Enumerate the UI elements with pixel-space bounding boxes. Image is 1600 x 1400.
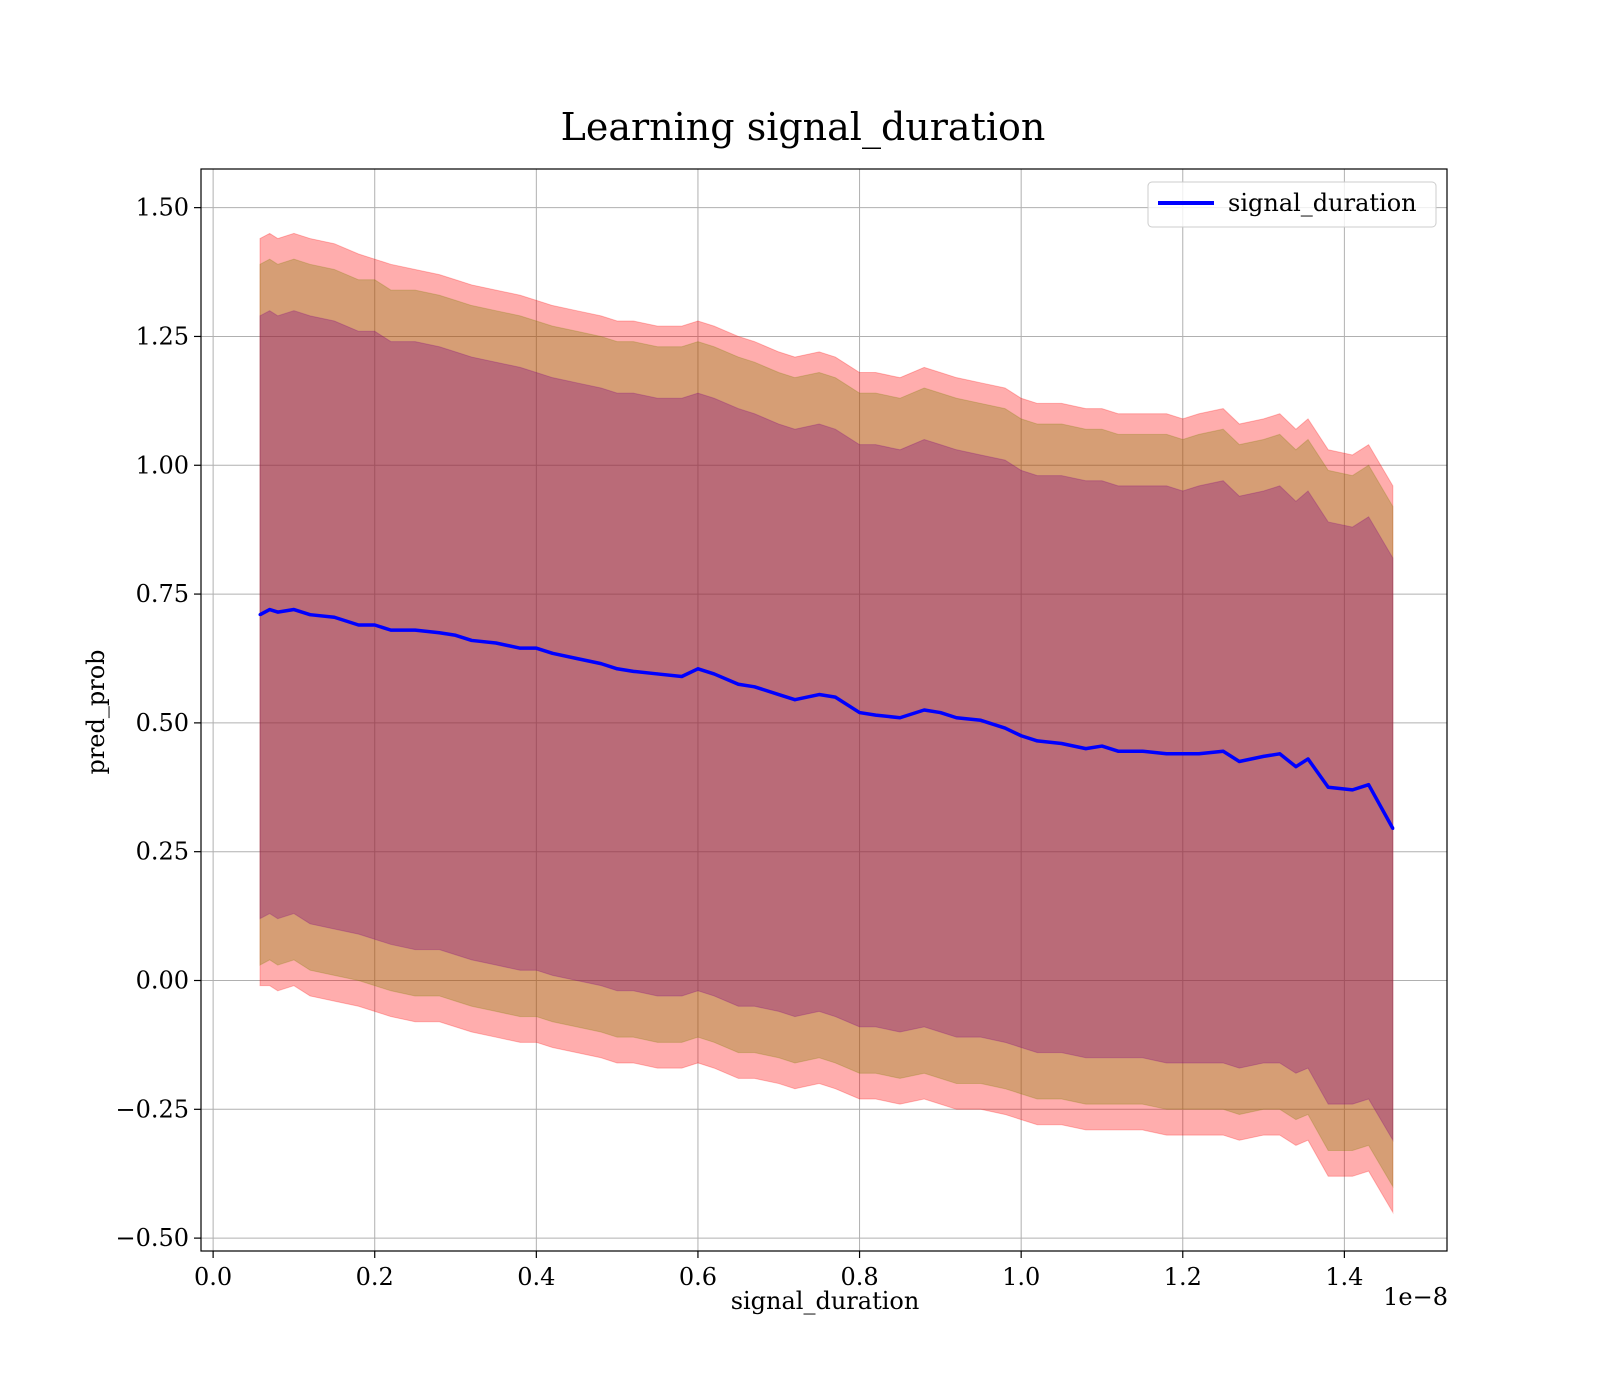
y-tick-label: −0.50 [115,1224,189,1252]
data-point [817,693,821,697]
data-point [1306,757,1310,761]
data-point [696,667,700,671]
data-point [979,718,983,722]
data-point [357,623,361,627]
data-point [1262,754,1266,758]
axes-frame [200,168,1448,1252]
data-point [258,613,262,617]
data-point [1181,752,1185,756]
data-point [1350,788,1354,792]
data-point [1060,741,1064,745]
y-tick-label: 0.00 [136,967,189,995]
data-point [308,613,312,617]
y-tick-label: −0.25 [115,1095,189,1123]
data-point [1019,734,1023,738]
axis-ticks: 0.0 0.2 0.4 0.6 0.8 1.0 1.2 1.4 −0.50 −0.25 0.00 0.… [115,194,1363,1291]
data-point [777,693,781,697]
data-point [1367,783,1371,787]
x-tick-label: 1.0 [1002,1263,1040,1291]
data-point [1326,785,1330,789]
confidence-band-1 [259,258,1394,1189]
x-tick-label: 0.6 [679,1263,717,1291]
data-point [268,608,272,612]
data-point [922,708,926,712]
x-tick-label: 1.2 [1164,1263,1202,1291]
y-tick-label: 0.50 [136,709,189,737]
y-tick-label: 0.75 [136,580,189,608]
x-tick-label: 0.8 [840,1263,878,1291]
data-point [575,656,579,660]
data-point [631,669,635,673]
chart-legend: signal_duration [1147,181,1437,228]
data-point [599,662,603,666]
data-point [470,638,474,642]
data-point [858,711,862,715]
series-lines [258,607,1395,831]
data-point [1116,749,1120,753]
data-point [389,628,393,632]
data-point [292,608,296,612]
data-point [1084,747,1088,751]
data-point [413,628,417,632]
data-point [736,682,740,686]
data-point [793,698,797,702]
data-point [1165,752,1169,756]
y-axis-label: pred_prob [82,649,110,774]
grid-layer [201,169,1447,1251]
x-axis-label: signal_duration [731,1287,920,1315]
data-point [874,713,878,717]
y-tick-label: 0.25 [136,838,189,866]
data-point [437,631,441,635]
x-tick-label: 0.0 [194,1263,232,1291]
confidence-band-2 [259,310,1394,1143]
data-point [680,675,684,679]
x-tick-label: 0.2 [356,1263,394,1291]
data-point [1294,765,1298,769]
data-point [898,716,902,720]
data-point [1391,827,1395,831]
x-tick-label: 1.4 [1325,1263,1363,1291]
y-tick-label: 1.25 [136,322,189,350]
data-point [550,651,554,655]
data-point [615,667,619,671]
data-point [833,695,837,699]
data-point [1237,760,1241,764]
y-tick-label: 1.00 [136,451,189,479]
plot-area-border [200,168,1448,1252]
chart-title: Learning signal_duration [561,105,1046,150]
data-point [534,646,538,650]
data-point [1100,744,1104,748]
data-point [518,646,522,650]
legend-box [1147,181,1437,228]
y-tick-label: 1.50 [136,194,189,222]
data-point [955,716,959,720]
data-point [1197,752,1201,756]
legend-label-signal-duration: signal_duration [1228,189,1417,217]
data-point [454,633,458,637]
data-point [712,672,716,676]
data-point [1221,749,1225,753]
data-point [494,641,498,645]
data-point [1035,739,1039,743]
data-point [753,685,757,689]
data-point [656,672,660,676]
data-point [1140,749,1144,753]
confidence-band-0 [259,232,1394,1215]
confidence-bands [259,232,1394,1215]
data-point [938,711,942,715]
data-point [332,615,336,619]
data-point [1278,752,1282,756]
data-point [373,623,377,627]
x-axis-offset-label: 1e−8 [1383,1283,1448,1311]
data-point [276,610,280,614]
x-tick-label: 0.4 [517,1263,555,1291]
data-point [1003,726,1007,730]
